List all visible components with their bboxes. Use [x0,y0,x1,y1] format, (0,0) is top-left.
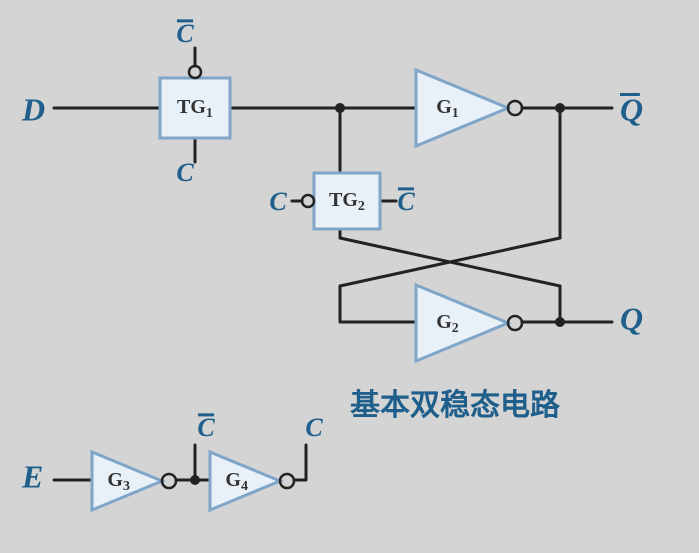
diagram-canvas: TG1TG2G1G2G3G4DEQQCCCCCC基本双稳态电路 [0,0,699,553]
svg-text:E: E [21,458,43,494]
circuit-svg: TG1TG2G1G2G3G4DEQQCCCCCC基本双稳态电路 [0,0,699,553]
svg-text:C: C [397,187,415,216]
svg-text:C: C [197,413,215,442]
svg-text:基本双稳态电路: 基本双稳态电路 [350,389,561,422]
svg-text:C: C [176,19,194,48]
svg-text:Q: Q [620,91,643,127]
svg-text:C: C [176,158,194,187]
svg-text:D: D [21,91,45,127]
svg-text:C: C [269,187,287,216]
svg-text:Q: Q [620,300,643,336]
svg-text:C: C [305,413,323,442]
